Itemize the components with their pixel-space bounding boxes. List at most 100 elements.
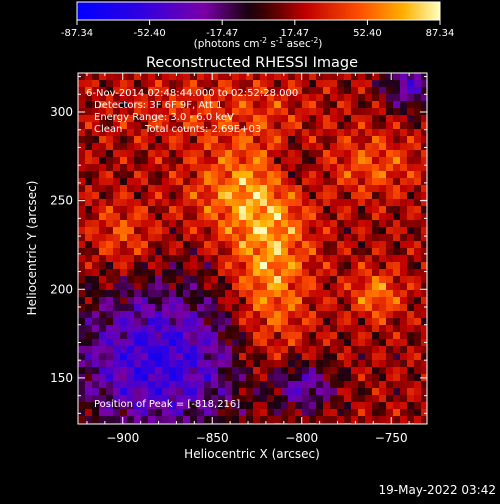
heatmap-cell xyxy=(400,227,407,234)
heatmap-cell xyxy=(169,269,176,276)
heatmap-cell xyxy=(183,101,190,108)
heatmap-cell xyxy=(274,325,281,332)
heatmap-cell xyxy=(379,80,386,87)
heatmap-cell xyxy=(330,73,337,80)
heatmap-cell xyxy=(246,269,253,276)
heatmap-cell xyxy=(225,248,232,255)
heatmap-cell xyxy=(421,199,427,206)
heatmap-cell xyxy=(372,283,379,290)
heatmap-cell xyxy=(113,311,120,318)
heatmap-cell xyxy=(386,297,393,304)
heatmap-cell xyxy=(379,143,386,150)
heatmap-cell xyxy=(365,395,372,402)
heatmap-cell xyxy=(302,367,309,374)
heatmap-cell xyxy=(386,101,393,108)
heatmap-cell xyxy=(113,164,120,171)
heatmap-cell xyxy=(330,262,337,269)
heatmap-cell xyxy=(106,360,113,367)
heatmap-cell xyxy=(414,185,421,192)
heatmap-cell xyxy=(190,381,197,388)
heatmap-cell xyxy=(78,150,85,157)
heatmap-cell xyxy=(148,220,155,227)
heatmap-cell xyxy=(106,276,113,283)
heatmap-cell xyxy=(246,360,253,367)
heatmap-cell xyxy=(253,297,260,304)
heatmap-cell xyxy=(379,178,386,185)
heatmap-cell xyxy=(358,388,365,395)
heatmap-cell xyxy=(309,269,316,276)
heatmap-cell xyxy=(176,395,183,402)
heatmap-cell xyxy=(176,171,183,178)
heatmap-cell xyxy=(414,94,421,101)
heatmap-cell xyxy=(232,367,239,374)
heatmap-cell xyxy=(169,409,176,416)
heatmap-cell xyxy=(400,178,407,185)
heatmap-cell xyxy=(183,73,190,80)
heatmap-cell xyxy=(204,304,211,311)
heatmap-cell xyxy=(232,87,239,94)
heatmap-cell xyxy=(113,136,120,143)
heatmap-cell xyxy=(274,318,281,325)
heatmap-cell xyxy=(323,80,330,87)
heatmap-cell xyxy=(113,283,120,290)
heatmap-cell xyxy=(134,248,141,255)
heatmap-cell xyxy=(162,115,169,122)
heatmap-cell xyxy=(78,136,85,143)
heatmap-cell xyxy=(400,297,407,304)
heatmap-cell xyxy=(169,73,176,80)
heatmap-cell xyxy=(421,283,427,290)
heatmap-cell xyxy=(316,192,323,199)
heatmap-cell xyxy=(407,136,414,143)
heatmap-cell xyxy=(309,276,316,283)
heatmap-cell xyxy=(120,220,127,227)
heatmap-cell xyxy=(344,248,351,255)
heatmap-cell xyxy=(85,129,92,136)
heatmap-cell xyxy=(323,409,330,416)
heatmap-cell xyxy=(106,346,113,353)
heatmap-cell xyxy=(372,353,379,360)
heatmap-cell xyxy=(407,241,414,248)
heatmap-cell xyxy=(414,157,421,164)
heatmap-cell xyxy=(127,290,134,297)
heatmap-cell xyxy=(155,213,162,220)
heatmap-cell xyxy=(232,171,239,178)
heatmap-cell xyxy=(176,304,183,311)
heatmap-cell xyxy=(414,339,421,346)
heatmap-cell xyxy=(183,318,190,325)
heatmap-cell xyxy=(302,388,309,395)
heatmap-cell xyxy=(379,255,386,262)
heatmap-cell xyxy=(344,367,351,374)
heatmap-cell xyxy=(288,276,295,283)
heatmap-cell xyxy=(372,374,379,381)
heatmap-cell xyxy=(281,346,288,353)
heatmap-cell xyxy=(274,227,281,234)
heatmap-cell xyxy=(267,101,274,108)
heatmap-cell xyxy=(386,115,393,122)
heatmap-cell xyxy=(358,367,365,374)
heatmap-cell xyxy=(337,80,344,87)
colorbar-tick-label: -87.34 xyxy=(61,28,93,39)
heatmap-cell xyxy=(127,108,134,115)
heatmap-cell xyxy=(302,381,309,388)
heatmap-cell xyxy=(92,346,99,353)
heatmap-cell xyxy=(113,248,120,255)
heatmap-cell xyxy=(183,255,190,262)
heatmap-cell xyxy=(260,283,267,290)
heatmap-cell xyxy=(148,416,155,423)
heatmap-cell xyxy=(393,360,400,367)
heatmap-cell xyxy=(232,143,239,150)
heatmap-cell xyxy=(253,178,260,185)
heatmap-cell xyxy=(92,388,99,395)
heatmap-cell xyxy=(295,381,302,388)
heatmap-cell xyxy=(365,87,372,94)
heatmap-cell xyxy=(421,178,427,185)
heatmap-cell xyxy=(421,311,427,318)
heatmap-cell xyxy=(295,339,302,346)
heatmap-cell xyxy=(358,325,365,332)
heatmap-cell xyxy=(351,360,358,367)
heatmap-cell xyxy=(239,143,246,150)
heatmap-cell xyxy=(211,409,218,416)
heatmap-cell xyxy=(225,192,232,199)
heatmap-cell xyxy=(253,276,260,283)
heatmap-cell xyxy=(162,290,169,297)
